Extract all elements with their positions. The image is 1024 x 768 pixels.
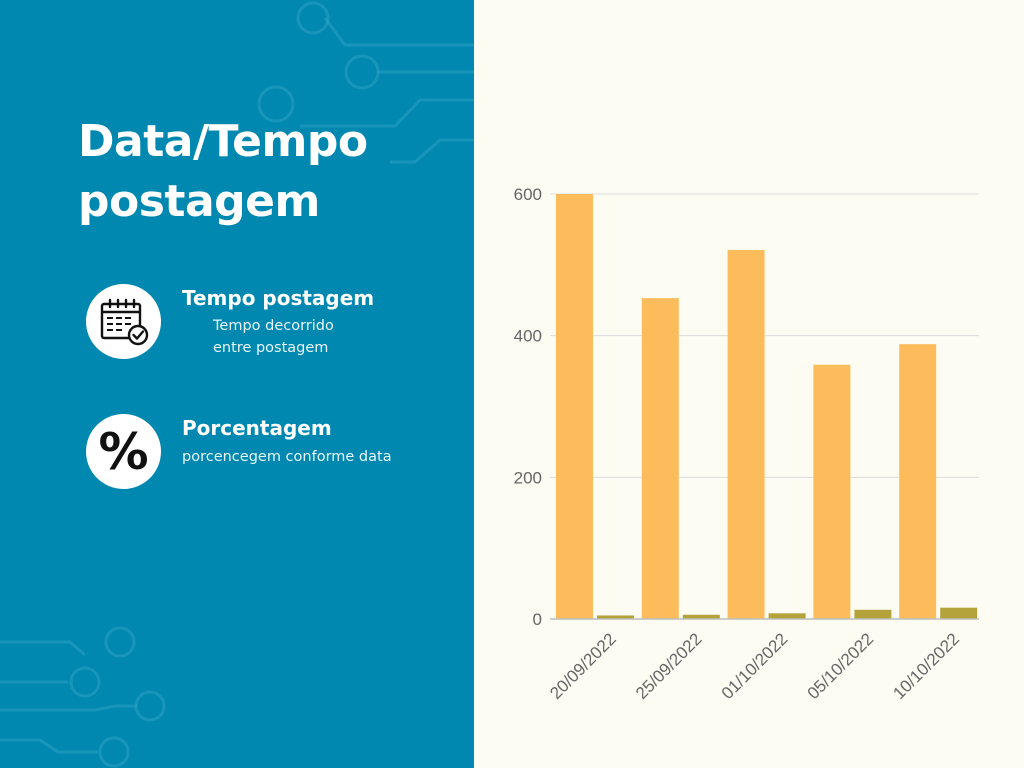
- info-desc-porcentagem: porcencegem conforme data: [182, 449, 392, 465]
- y-tick-label: 0: [533, 610, 542, 629]
- x-tick-label: 25/09/2022: [632, 629, 706, 703]
- x-tick-label: 01/10/2022: [718, 629, 792, 703]
- info-title-tempo: Tempo postagem: [182, 286, 375, 310]
- info-panel: Data/Tempo postagem: [0, 0, 474, 768]
- bar-secondary: [768, 613, 806, 619]
- percent-badge: %: [86, 414, 161, 489]
- bar-secondary: [597, 615, 634, 619]
- y-tick-label: 400: [514, 327, 542, 346]
- x-tick-label: 10/10/2022: [889, 629, 963, 703]
- calendar-badge: [86, 284, 161, 359]
- title-line-2: postagem: [78, 176, 320, 227]
- y-tick-label: 200: [514, 468, 542, 487]
- bar-secondary: [940, 607, 978, 619]
- x-tick-label: 20/09/2022: [546, 629, 620, 703]
- bar-secondary: [854, 609, 892, 619]
- x-tick-label: 05/10/2022: [804, 629, 878, 703]
- y-tick-label: 600: [514, 185, 542, 204]
- bar-primary: [899, 344, 937, 619]
- info-desc-tempo-line-1: Tempo decorrido: [213, 318, 334, 334]
- bar-secondary: [682, 614, 720, 619]
- calendar-check-icon: [100, 298, 148, 345]
- bar-primary: [641, 298, 679, 619]
- bar-primary: [727, 249, 765, 620]
- circuit-decoration: [0, 1, 474, 768]
- title-line-1: Data/Tempo: [78, 116, 368, 167]
- info-desc-tempo-line-2: entre postagem: [213, 340, 329, 356]
- percent-icon: %: [98, 422, 149, 481]
- page-title: Data/Tempo postagem: [78, 112, 368, 232]
- bar-chart: 0 200 400 600 20/09/2022 25/09/2022 01/10/2022…: [514, 185, 979, 703]
- bar-primary: [556, 194, 593, 619]
- info-desc-tempo: Tempo decorrido entre postagem: [213, 315, 334, 359]
- info-title-porcentagem: Porcentagem: [182, 416, 332, 440]
- bar-primary: [813, 364, 851, 619]
